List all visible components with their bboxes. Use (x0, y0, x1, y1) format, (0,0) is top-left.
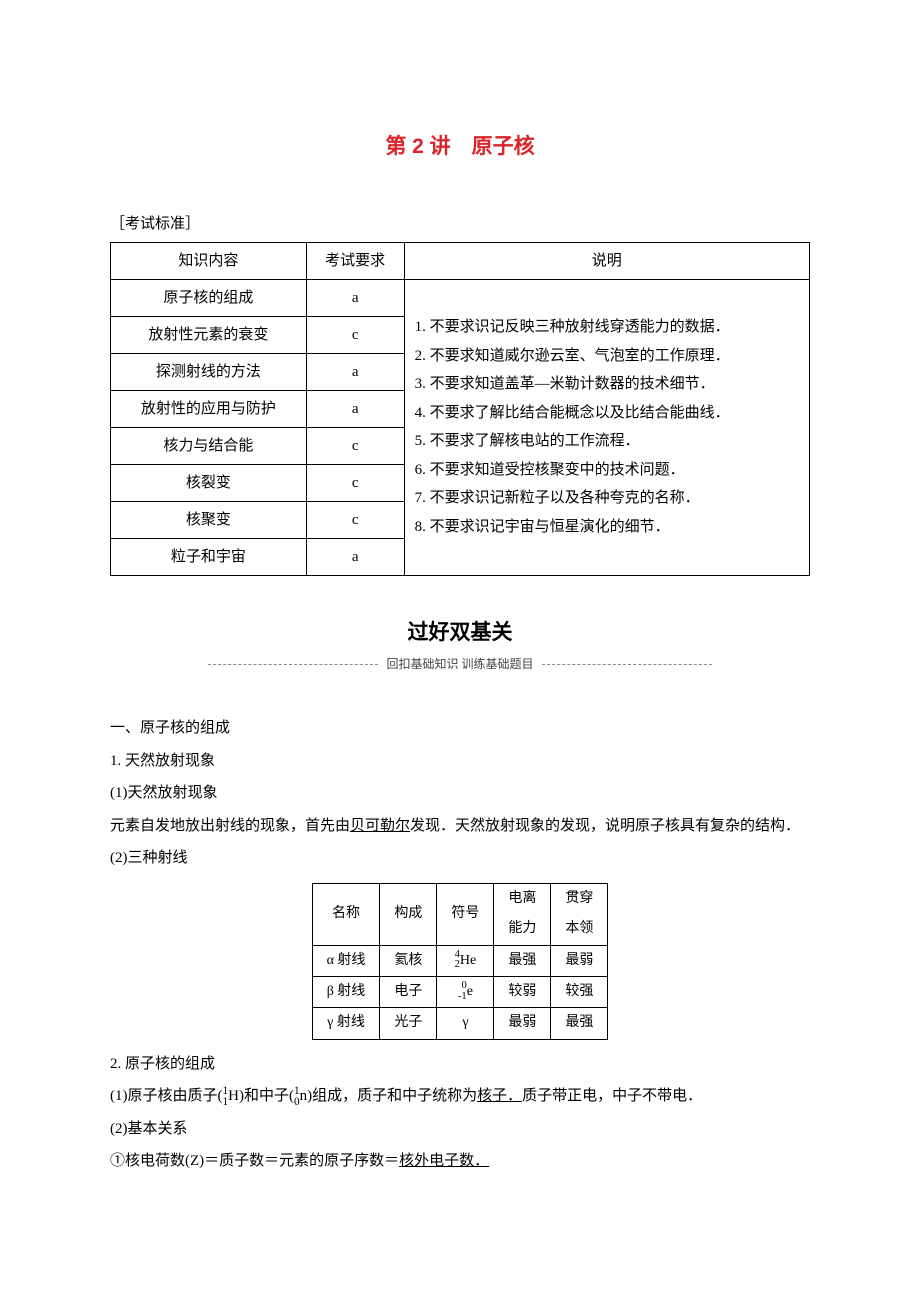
divider-line-right (542, 664, 712, 665)
divider-line-left (208, 664, 378, 665)
desc-line: 6. 不要求知道受控核聚变中的技术问题． (415, 456, 799, 485)
para: ①核电荷数(Z)＝质子数＝元素的原子序数＝核外电子数． (110, 1147, 810, 1176)
topic-cell: 原子核的组成 (111, 279, 307, 316)
divider-title: 过好双基关 (110, 616, 810, 650)
level-cell: a (306, 279, 404, 316)
exam-standard-table: 知识内容 考试要求 说明 原子核的组成 a 1. 不要求识记反映三种放射线穿透能… (110, 242, 810, 576)
table-row: β 射线 电子 0-1e 较弱 较强 (312, 977, 608, 1008)
col-desc: 说明 (404, 242, 809, 279)
divider-sub: 回扣基础知识 训练基础题目 (110, 655, 810, 674)
symbol-cell: γ (437, 1008, 494, 1039)
desc-line: 8. 不要求识记宇宙与恒星演化的细节． (415, 513, 799, 542)
title-main: 原子核 (451, 135, 535, 158)
underlined-term: 贝可勒尔 (350, 818, 410, 834)
table-row: 原子核的组成 a 1. 不要求识记反映三种放射线穿透能力的数据． 2. 不要求知… (111, 279, 810, 316)
desc-line: 7. 不要求识记新粒子以及各种夸克的名称． (415, 484, 799, 513)
para-label: (1)天然放射现象 (110, 779, 810, 808)
document-page: 第 2 讲 原子核 ［考试标准］ 知识内容 考试要求 说明 原子核的组成 a 1… (0, 0, 920, 1240)
table-row: γ 射线 光子 γ 最弱 最强 (312, 1008, 608, 1039)
heading-1: 一、原子核的组成 (110, 714, 810, 743)
desc-line: 4. 不要求了解比结合能概念以及比结合能曲线． (415, 399, 799, 428)
desc-line: 3. 不要求知道盖革—米勒计数器的技术细节． (415, 370, 799, 399)
para: (2)基本关系 (110, 1115, 810, 1144)
col-topic: 知识内容 (111, 242, 307, 279)
col-level: 考试要求 (306, 242, 404, 279)
para: 元素自发地放出射线的现象，首先由贝可勒尔发现．天然放射现象的发现，说明原子核具有… (110, 812, 810, 841)
symbol-cell: 0-1e (437, 977, 494, 1008)
table-header-row: 知识内容 考试要求 说明 (111, 242, 810, 279)
underlined-term: 核子． (477, 1088, 522, 1104)
para-label: (2)三种射线 (110, 844, 810, 873)
exam-standard-label: ［考试标准］ (110, 212, 810, 236)
heading-2: 2. 原子核的组成 (110, 1050, 810, 1079)
desc-line: 1. 不要求识记反映三种放射线穿透能力的数据． (415, 313, 799, 342)
page-title: 第 2 讲 原子核 (110, 130, 810, 164)
title-lead: 第 2 讲 (385, 135, 450, 158)
desc-line: 2. 不要求知道威尔逊云室、气泡室的工作原理． (415, 342, 799, 371)
desc-cell: 1. 不要求识记反映三种放射线穿透能力的数据． 2. 不要求知道威尔逊云室、气泡… (404, 279, 809, 575)
ray-table: 名称 构成 符号 电离 贯穿 能力 本领 α 射线 氦核 42He 最强 最弱 … (312, 883, 609, 1040)
table-header-row: 名称 构成 符号 电离 贯穿 (312, 883, 608, 914)
desc-line: 5. 不要求了解核电站的工作流程． (415, 427, 799, 456)
section-divider: 过好双基关 回扣基础知识 训练基础题目 (110, 616, 810, 675)
symbol-cell: 42He (437, 945, 494, 976)
divider-subtitle: 回扣基础知识 训练基础题目 (386, 655, 533, 674)
table-row: α 射线 氦核 42He 最强 最弱 (312, 945, 608, 976)
para: (1)原子核由质子(11H)和中子(10n)组成，质子和中子统称为核子．质子带正… (110, 1082, 810, 1111)
heading-2: 1. 天然放射现象 (110, 747, 810, 776)
underlined-term: 核外电子数． (399, 1153, 489, 1169)
